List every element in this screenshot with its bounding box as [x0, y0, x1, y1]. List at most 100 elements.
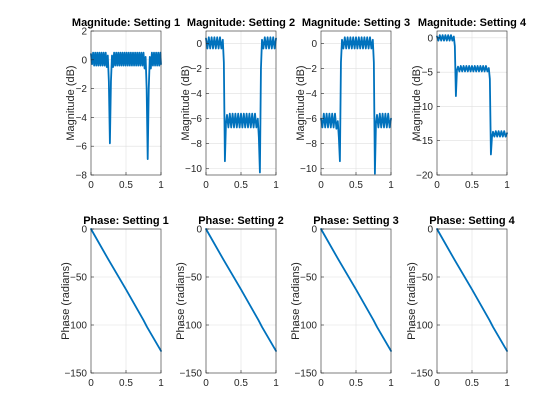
y-tick-label: −2: [306, 64, 318, 75]
y-tick-label: −100: [410, 321, 433, 332]
y-tick-label: −2: [76, 84, 88, 95]
y-tick-label: 0: [81, 225, 87, 236]
y-axis-label: Magnitude (dB): [295, 65, 307, 140]
series-line-1: [205, 36, 277, 174]
y-tick-label: −8: [306, 139, 318, 150]
x-tick-label: 1: [504, 180, 510, 191]
y-tick-label: −20: [416, 171, 433, 182]
y-tick-label: −100: [294, 321, 317, 332]
series-line-1: [205, 228, 277, 352]
x-tick-label: 0.5: [349, 180, 363, 191]
y-tick-label: −4: [306, 89, 318, 100]
subplot-5: 0 0.5 1 0 −50 −100 −150 Phase: Setting 1 Phase (…: [60, 215, 169, 389]
y-tick-label: −15: [416, 136, 433, 147]
y-tick-label: 0: [311, 39, 317, 50]
y-axis-label: Phase (radians): [60, 262, 72, 340]
y-tick-label: −10: [300, 164, 317, 175]
series-line-1: [436, 228, 508, 352]
x-tick-label: 1: [504, 378, 510, 389]
y-tick-label: −100: [64, 321, 87, 332]
y-tick-label: −6: [76, 142, 88, 153]
y-axis-label: Phase (radians): [406, 262, 418, 340]
subplot-8: 0 0.5 1 0 −50 −100 −150 Phase: Setting 4 Phase (…: [406, 215, 516, 389]
y-tick-label: −10: [185, 164, 202, 175]
y-tick-label: −50: [416, 273, 433, 284]
y-axis-label: Magnitude (dB): [180, 65, 192, 140]
grid: [437, 229, 507, 373]
subplot-6: 0 0.5 1 0 −50 −100 −150 Phase: Setting 2 Phase (…: [175, 215, 284, 389]
series-line-1: [90, 51, 162, 161]
x-tick-label: 0.5: [119, 378, 133, 389]
x-tick-label: 0: [88, 180, 94, 191]
y-tick-label: −150: [179, 369, 202, 380]
grid: [321, 229, 391, 373]
y-axis-label: Magnitude (dB): [65, 65, 77, 140]
y-tick-label: −5: [422, 68, 434, 79]
chart-title: Phase: Setting 4: [429, 215, 515, 227]
y-tick-label: −4: [76, 113, 88, 124]
subplot-4: 0 0.5 1 0 −5 −10 −15 −20 Magnitude: Setting 4 Mag…: [411, 17, 527, 191]
series-line-1: [320, 228, 392, 352]
x-tick-label: 1: [158, 378, 164, 389]
y-tick-label: 0: [81, 55, 87, 66]
x-tick-label: 0.5: [465, 180, 479, 191]
y-tick-label: −4: [191, 89, 203, 100]
y-tick-label: −8: [76, 171, 88, 182]
series-line-1: [436, 34, 508, 156]
subplot-1: 0 0.5 1 2 0 −2 −4 −6 −8 Magnitude: Setting 1 Magni…: [65, 17, 180, 191]
y-tick-label: 0: [427, 33, 433, 44]
y-tick-label: −150: [410, 369, 433, 380]
subplot-3: 0 0.5 1 0 −2 −4 −6 −8 −10 Magnitude: Setting 3 Mag…: [295, 17, 410, 191]
chart-title: Magnitude: Setting 2: [187, 17, 295, 29]
grid: [206, 229, 276, 373]
chart-title: Magnitude: Setting 1: [72, 17, 180, 29]
x-tick-label: 1: [388, 180, 394, 191]
x-tick-label: 0: [318, 378, 324, 389]
grid: [91, 229, 161, 373]
x-tick-label: 1: [388, 378, 394, 389]
y-axis-label: Phase (radians): [290, 262, 302, 340]
y-tick-label: −50: [70, 273, 87, 284]
chart-title: Magnitude: Setting 4: [418, 17, 527, 29]
y-axis-label: Phase (radians): [175, 262, 187, 340]
chart-title: Phase: Setting 2: [198, 215, 284, 227]
chart-title: Phase: Setting 1: [83, 215, 169, 227]
series-line-1: [320, 36, 392, 175]
x-tick-label: 0: [318, 180, 324, 191]
x-tick-label: 0.5: [349, 378, 363, 389]
x-tick-label: 0.5: [234, 180, 248, 191]
y-tick-label: −10: [416, 102, 433, 113]
y-tick-label: 0: [196, 39, 202, 50]
x-tick-label: 0.5: [234, 378, 248, 389]
y-tick-label: −50: [300, 273, 317, 284]
y-tick-label: −100: [179, 321, 202, 332]
y-tick-label: −150: [64, 369, 87, 380]
x-tick-label: 0.5: [465, 378, 479, 389]
y-tick-label: 0: [311, 225, 317, 236]
y-tick-label: −8: [191, 139, 203, 150]
y-tick-label: 0: [196, 225, 202, 236]
x-tick-label: 0: [434, 180, 440, 191]
chart-title: Magnitude: Setting 3: [302, 17, 410, 29]
subplot-7: 0 0.5 1 0 −50 −100 −150 Phase: Setting 3 Phase (…: [290, 215, 399, 389]
y-tick-label: 2: [81, 27, 87, 38]
x-tick-label: 1: [273, 180, 279, 191]
y-tick-label: −150: [294, 369, 317, 380]
x-tick-label: 1: [158, 180, 164, 191]
chart-title: Phase: Setting 3: [313, 215, 399, 227]
x-tick-label: 0: [203, 180, 209, 191]
y-tick-label: 0: [427, 225, 433, 236]
y-tick-label: −6: [306, 114, 318, 125]
subplot-2: 0 0.5 1 0 −2 −4 −6 −8 −10 Magnitude: Setting 2 Mag…: [180, 17, 295, 191]
y-axis-label: Magnitude (dB): [411, 65, 423, 140]
x-tick-label: 0: [434, 378, 440, 389]
y-tick-label: −50: [185, 273, 202, 284]
x-tick-label: 1: [273, 378, 279, 389]
x-tick-label: 0.5: [119, 180, 133, 191]
x-tick-label: 0: [88, 378, 94, 389]
x-tick-label: 0: [203, 378, 209, 389]
y-tick-label: −6: [191, 114, 203, 125]
series-line-1: [90, 228, 162, 352]
y-tick-label: −2: [191, 64, 203, 75]
